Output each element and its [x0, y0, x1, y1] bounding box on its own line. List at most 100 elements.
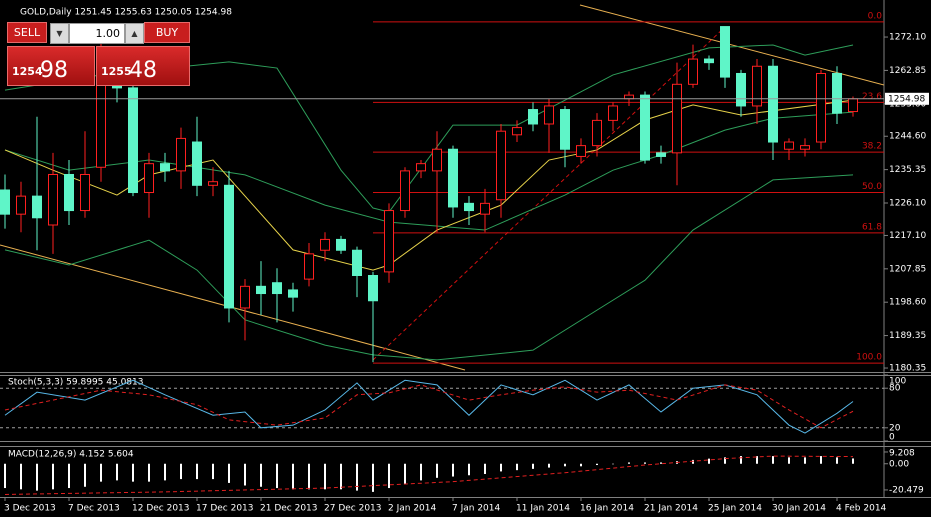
macd-bar: [36, 463, 38, 491]
macd-bar: [276, 463, 278, 489]
macd-title: MACD(12,26,9) 4.152 5.604: [8, 450, 134, 460]
candle-body: [384, 210, 394, 273]
candle-body: [144, 163, 154, 194]
macd-bar: [100, 463, 102, 482]
candle-body: [208, 181, 218, 186]
y-tick-label: 0: [889, 433, 895, 443]
candle-body: [176, 137, 186, 172]
x-tick-label: 2 Jan 2014: [388, 504, 436, 514]
macd-bar: [548, 463, 550, 468]
fib-trend: [372, 26, 726, 361]
indicator-line: [4, 455, 854, 495]
macd-bar: [820, 456, 822, 464]
macd-bar: [532, 463, 534, 469]
macd-bar: [644, 462, 646, 464]
buy-price-small: 48: [129, 58, 157, 83]
x-tick-label: 11 Jan 2014: [516, 504, 570, 514]
macd-bar: [708, 458, 710, 464]
candle-body: [224, 184, 234, 309]
macd-bar: [756, 456, 758, 464]
candle-body: [576, 145, 586, 157]
macd-bar: [356, 463, 358, 491]
candle-body: [48, 173, 58, 226]
macd-bar: [196, 463, 198, 480]
macd-bar: [772, 456, 774, 464]
candle-body: [512, 127, 522, 136]
macd-bar: [740, 456, 742, 464]
macd-bar: [132, 463, 134, 482]
trade-panel: SELL ▼ 1.00 ▲ BUY 1254 98 1255 48: [7, 22, 190, 86]
x-tick-label: 7 Dec 2013: [68, 504, 120, 514]
macd-bar: [436, 463, 438, 478]
chart-title: GOLD,Daily 1251.45 1255.63 1250.05 1254.…: [20, 8, 232, 18]
candle-body: [672, 83, 682, 154]
lot-input[interactable]: 1.00: [69, 23, 125, 44]
macd-bar: [324, 463, 326, 490]
y-tick-label: 0.00: [889, 459, 909, 469]
fib-label: 23.6: [862, 92, 882, 102]
macd-bar: [84, 463, 86, 487]
candle-body: [288, 289, 298, 298]
candle-body: [800, 145, 810, 150]
y-tick-label: -20.479: [889, 485, 924, 495]
candle-body: [352, 249, 362, 276]
buy-price-big: 1255: [101, 65, 132, 78]
macd-bar: [180, 463, 182, 480]
candle-body: [544, 105, 554, 125]
y-tick-label: 1217.10: [889, 231, 926, 241]
candle-body: [560, 109, 570, 150]
buy-button[interactable]: BUY: [144, 22, 190, 43]
candle-body: [448, 148, 458, 208]
macd-bar: [52, 463, 54, 490]
macd-bar: [116, 463, 118, 481]
buy-price[interactable]: 1255 48: [96, 46, 190, 86]
candle-body: [624, 94, 634, 100]
y-tick-label: 1180.35: [889, 364, 926, 374]
y-tick-label: 1189.35: [889, 331, 926, 341]
macd-bar: [724, 457, 726, 464]
macd-bar: [788, 457, 790, 464]
candle-body: [528, 109, 538, 125]
candle-body: [464, 202, 474, 212]
x-tick-label: 7 Jan 2014: [452, 504, 500, 514]
y-tick-label: 1235.35: [889, 165, 926, 175]
candle-body: [752, 65, 762, 107]
macd-bar: [148, 463, 150, 482]
x-tick-label: 30 Jan 2014: [772, 504, 826, 514]
candle-body: [336, 238, 346, 251]
sell-button[interactable]: SELL: [7, 22, 47, 43]
y-tick-label: 1207.85: [889, 264, 926, 274]
candle-body: [240, 285, 250, 309]
y-tick-label: 1272.10: [889, 33, 926, 43]
candle-body: [272, 282, 282, 295]
macd-bar: [628, 462, 630, 464]
macd-bar: [484, 463, 486, 474]
lot-down[interactable]: ▼: [50, 23, 69, 44]
candle-body: [160, 163, 170, 172]
macd-bar: [516, 463, 518, 471]
candle-body: [832, 72, 842, 114]
sell-price[interactable]: 1254 98: [7, 46, 95, 86]
candle-body: [592, 119, 602, 147]
x-tick-label: 3 Dec 2013: [4, 504, 56, 514]
macd-bar: [340, 463, 342, 490]
macd-bar: [212, 463, 214, 480]
fib-label: 50.0: [862, 182, 882, 192]
x-tick-label: 16 Jan 2014: [580, 504, 634, 514]
candle-body: [192, 141, 202, 186]
y-tick-label: 1262.85: [889, 66, 926, 76]
x-tick-label: 27 Dec 2013: [324, 504, 382, 514]
lot-up[interactable]: ▲: [125, 23, 144, 44]
candle-body: [720, 26, 730, 78]
x-tick-label: 17 Dec 2013: [196, 504, 254, 514]
x-tick-label: 12 Dec 2013: [132, 504, 190, 514]
macd-bar: [500, 463, 502, 472]
candle-body: [688, 58, 698, 85]
panel: 0.0 23.6 38.2 50.0 61.8 100.0: [0, 11, 884, 364]
macd-bar: [68, 463, 70, 489]
x-tick-label: 25 Jan 2014: [708, 504, 762, 514]
candle-body: [608, 105, 618, 121]
candle-body: [656, 152, 666, 157]
y-tick-label: 1244.60: [889, 132, 926, 142]
